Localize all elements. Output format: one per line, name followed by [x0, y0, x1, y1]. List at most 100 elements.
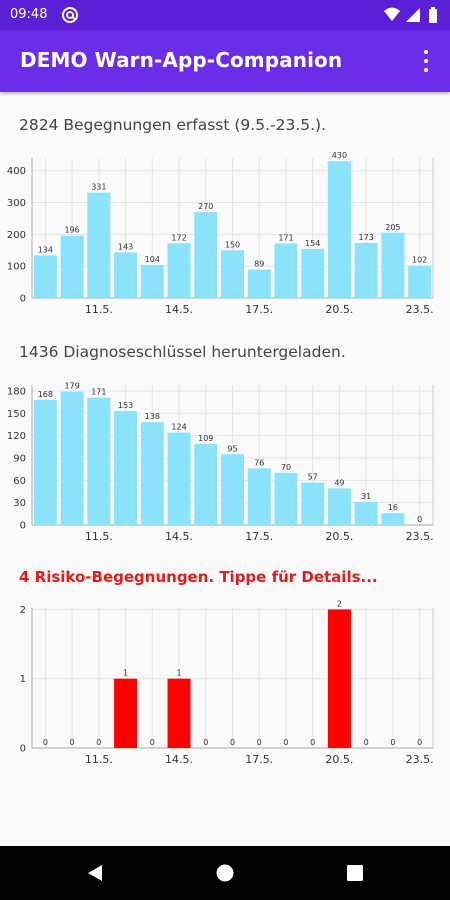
- risk-details-link[interactable]: 4 Risiko-Begegnungen. Tippe für Details.…: [19, 568, 378, 586]
- x-tick-label: 17.5.: [245, 530, 273, 543]
- x-tick-label: 11.5.: [85, 303, 113, 316]
- bar-13.5.: [140, 264, 164, 298]
- bar-22.5.: [381, 513, 405, 525]
- bar-value-label: 154: [305, 239, 320, 248]
- x-tick-label: 17.5.: [245, 303, 273, 316]
- y-tick-label: 200: [7, 230, 26, 241]
- bar-13.5.: [140, 422, 164, 525]
- bar-12.5.: [114, 411, 138, 525]
- bar-value-label: 1: [176, 669, 181, 678]
- bar-value-label: 16: [388, 503, 398, 512]
- y-tick-label: 2: [20, 605, 26, 616]
- bar-16.5.: [221, 454, 244, 525]
- x-tick-label: 14.5.: [165, 753, 193, 766]
- encounters-chart: 0 100 200 300 400 134 196 331 143 104 172 270 150 89 1…: [7, 151, 434, 316]
- y-tick-label: 0: [20, 521, 26, 532]
- risk-chart[interactable]: 0 1 2 0 0 0 1 0 1 0 0 0 0 0 2 0 0 0 11.5. 14.5. 17.5. 20.5. 23…: [0, 600, 450, 775]
- x-tick-label: 20.5.: [325, 303, 353, 316]
- status-bar: 09:48: [0, 0, 450, 30]
- bar-12.5.: [114, 252, 138, 298]
- bar-value-label: 331: [91, 183, 106, 192]
- bar-value-label: 1: [123, 669, 128, 678]
- bar-value-label: 172: [171, 233, 186, 242]
- bar-value-label: 31: [361, 492, 371, 501]
- battery-icon: [429, 7, 437, 23]
- status-time: 09:48: [10, 7, 48, 22]
- y-tick-label: 400: [7, 166, 26, 177]
- y-tick-label: 100: [7, 262, 26, 273]
- bar-value-label: 134: [38, 245, 53, 254]
- keys-title: 1436 Diagnoseschlüssel heruntergeladen.: [19, 343, 346, 361]
- y-tick-label: 0: [20, 294, 26, 305]
- bar-value-label: 102: [412, 256, 427, 265]
- bar-value-label: 0: [364, 738, 369, 747]
- app-title: DEMO Warn-App-Companion: [20, 48, 343, 72]
- encounters-title: 2824 Begegnungen erfasst (9.5.-23.5.).: [19, 116, 327, 134]
- bar-value-label: 104: [145, 255, 160, 264]
- y-tick-label: 1: [20, 674, 26, 685]
- bar-19.5.: [301, 482, 325, 525]
- x-tick-label: 20.5.: [325, 753, 353, 766]
- bar-value-label: 150: [225, 240, 240, 249]
- bar-19.5.: [301, 249, 325, 298]
- app-bar: DEMO Warn-App-Companion: [0, 30, 450, 92]
- home-icon[interactable]: [212, 860, 238, 886]
- x-tick-label: 20.5.: [325, 530, 353, 543]
- bar-value-label: 2: [337, 600, 342, 608]
- bar-17.5.: [247, 269, 271, 298]
- bar-value-label: 0: [417, 738, 422, 747]
- bar-20.5.: [327, 488, 351, 525]
- bar-value-label: 89: [254, 260, 264, 269]
- x-tick-label: 11.5.: [85, 530, 113, 543]
- bar-15.5.: [194, 212, 218, 298]
- bar-value-label: 49: [334, 479, 344, 488]
- bar-value-label: 171: [278, 234, 293, 243]
- bar-value-label: 0: [203, 738, 208, 747]
- x-tick-label: 14.5.: [165, 303, 193, 316]
- bar-value-label: 57: [308, 473, 318, 482]
- bar-value-label: 0: [283, 738, 288, 747]
- bar-value-label: 0: [43, 738, 48, 747]
- x-tick-label: 17.5.: [245, 753, 273, 766]
- at-sign-icon: [62, 7, 78, 23]
- bar-value-label: 179: [64, 382, 79, 391]
- y-tick-label: 90: [13, 453, 26, 464]
- bar-value-label: 0: [150, 738, 155, 747]
- y-tick-label: 30: [13, 498, 26, 509]
- bar-11.5.: [87, 192, 111, 298]
- overflow-menu-icon[interactable]: [416, 47, 436, 75]
- bar-value-label: 124: [171, 423, 186, 432]
- bar-value-label: 0: [390, 738, 395, 747]
- recents-icon[interactable]: [342, 860, 368, 886]
- back-icon[interactable]: [82, 860, 108, 886]
- bar-18.5.: [274, 472, 298, 525]
- bar-value-label: 0: [96, 738, 101, 747]
- bar-value-label: 430: [332, 151, 347, 160]
- bar-20.5.: [327, 161, 351, 298]
- bar-18.5.: [274, 243, 298, 298]
- bar-17.5.: [247, 468, 271, 525]
- signal-icon: [406, 8, 420, 22]
- bar-20.5.: [327, 609, 351, 748]
- bar-value-label: 70: [281, 463, 291, 472]
- wifi-icon: [384, 7, 400, 21]
- bar-value-label: 109: [198, 434, 213, 443]
- bar-22.5.: [381, 232, 405, 298]
- y-tick-label: 150: [7, 409, 26, 420]
- x-tick-label: 23.5.: [406, 530, 434, 543]
- bar-value-label: 270: [198, 202, 213, 211]
- bar-14.5.: [167, 432, 191, 525]
- y-tick-label: 0: [20, 744, 26, 755]
- bar-value-label: 0: [417, 515, 422, 524]
- bar-9.5.: [33, 399, 57, 525]
- navigation-bar: [0, 846, 450, 900]
- bar-value-label: 0: [257, 738, 262, 747]
- bar-value-label: 168: [38, 390, 53, 399]
- bar-15.5.: [194, 443, 218, 525]
- bar-value-label: 138: [145, 412, 160, 421]
- bar-value-label: 196: [64, 226, 79, 235]
- bar-12.5.: [114, 678, 138, 748]
- keys-chart: 0 30 60 90 120 150 180 168 179 171 153 138 124 109 95 7…: [7, 382, 434, 543]
- bar-9.5.: [33, 255, 57, 298]
- x-tick-label: 23.5.: [406, 303, 434, 316]
